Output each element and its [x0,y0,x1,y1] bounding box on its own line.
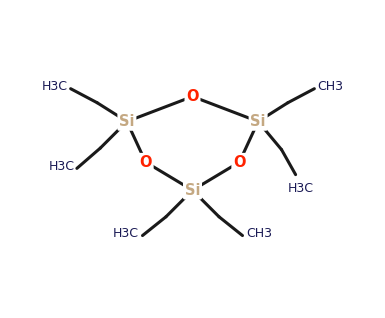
Text: O: O [233,155,246,169]
Text: Si: Si [185,183,200,198]
Text: O: O [186,89,199,104]
Text: Si: Si [250,114,266,129]
Text: O: O [139,155,152,169]
Text: H3C: H3C [287,182,313,195]
Text: H3C: H3C [42,80,68,93]
Text: CH3: CH3 [247,227,273,240]
Text: H3C: H3C [48,160,74,173]
Text: H3C: H3C [112,227,138,240]
Text: Si: Si [119,114,135,129]
Text: CH3: CH3 [317,80,343,93]
